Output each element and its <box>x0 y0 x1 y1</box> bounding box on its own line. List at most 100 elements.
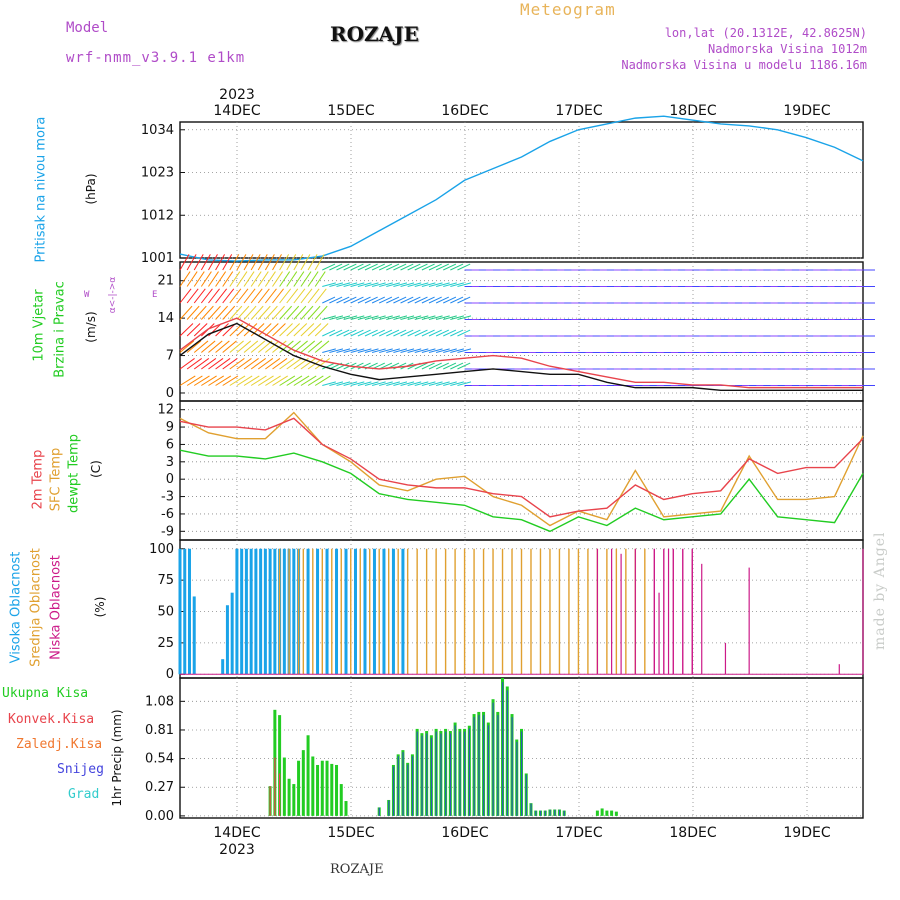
wind-barb <box>229 271 241 287</box>
wind-barb <box>257 375 274 386</box>
wind-barb <box>179 254 190 271</box>
wind-barb <box>193 288 206 304</box>
wind-barb <box>435 296 450 304</box>
wind-barb <box>193 271 205 287</box>
wind-barb <box>300 288 313 304</box>
wind-barb <box>193 305 207 320</box>
precip-bar-snow <box>487 725 489 816</box>
wind-barb <box>393 282 408 287</box>
wind-barb <box>222 288 235 304</box>
wind-barb <box>457 282 472 287</box>
bottom-day-label: 16DEC <box>441 825 488 841</box>
wind-barb <box>222 375 239 386</box>
wind-barb <box>386 282 400 287</box>
precip-tick-label: 0.81 <box>145 723 174 738</box>
wind-barb <box>186 288 199 304</box>
wind-barb <box>450 329 464 337</box>
precip-tick-label: 0.54 <box>145 752 174 767</box>
wind-barb <box>264 254 275 271</box>
wind-speed-line <box>179 322 863 392</box>
wind-barb <box>236 323 251 337</box>
wind-barb <box>300 375 317 386</box>
model-altitude-label: Nadmorska Visina u modelu 1186.16m <box>621 58 867 72</box>
precip-bar-grad <box>614 811 618 816</box>
wind-barb <box>272 254 282 271</box>
wind-barb <box>307 340 323 353</box>
precip-bar-snow <box>497 715 499 816</box>
precip-total-label: Ukupna Kisa <box>2 686 89 701</box>
wind-barb <box>435 362 450 370</box>
wind-barb <box>322 315 336 320</box>
wind-barb <box>336 329 350 337</box>
wind-barb <box>443 263 457 271</box>
precip-bar-snow <box>558 809 561 816</box>
wind-barb <box>421 315 436 320</box>
wind-barb <box>450 348 465 353</box>
wind-barb <box>250 288 263 304</box>
wind-barb <box>386 263 400 271</box>
precip-bar-snow <box>473 717 475 816</box>
wind-barb <box>179 288 192 304</box>
bottom-day-label: 19DEC <box>783 825 830 841</box>
wind-barb <box>364 381 379 386</box>
wind-barb <box>186 271 198 287</box>
precip-bar-total <box>335 764 339 816</box>
cloud-bar-high <box>183 548 187 675</box>
wind-barb <box>379 348 393 353</box>
precip-bar-snow <box>511 717 513 816</box>
precip-bar-snow <box>440 733 442 816</box>
cloud-bar-high <box>382 548 386 675</box>
wind-barb <box>450 315 465 320</box>
precip-bar-total <box>316 764 320 816</box>
wind-barb <box>286 358 302 370</box>
top-day-label: 16DEC <box>441 103 488 119</box>
page-title: ROZAJE <box>330 22 419 46</box>
wind-barb <box>300 271 312 287</box>
cloud-bar-high <box>372 548 376 675</box>
precip-bar-snow <box>454 725 456 816</box>
precip-bar-total <box>287 778 291 816</box>
wind-barb <box>336 381 351 386</box>
cloud-bar-high <box>273 548 277 675</box>
wind-barb <box>314 254 325 271</box>
wind-tick-label: 0 <box>166 386 174 401</box>
wind-barb <box>329 381 344 386</box>
wind-barb <box>393 263 407 271</box>
wind-barb <box>414 362 428 370</box>
wind-barb <box>364 263 378 271</box>
wind-barb <box>428 296 442 304</box>
wind-barb <box>250 271 262 287</box>
wind-barb <box>215 305 228 320</box>
wind-barb <box>428 381 443 386</box>
wind-tick-label: 21 <box>157 274 174 289</box>
wind-barb <box>272 323 286 337</box>
wind-barb <box>200 254 211 271</box>
wind-barb <box>386 296 400 304</box>
wind-barb <box>250 375 267 386</box>
precip-bar-snow <box>506 690 508 816</box>
wind-barb <box>336 315 351 320</box>
wind-barb <box>250 305 264 320</box>
bottom-day-label: 18DEC <box>669 825 716 841</box>
precip-bar-grad <box>600 808 604 816</box>
wind-barb <box>357 381 372 386</box>
top-day-label: 17DEC <box>555 103 602 119</box>
cloud-bar-high <box>244 548 248 675</box>
wind-barb <box>343 315 358 320</box>
wind-barb <box>215 288 228 304</box>
wind-barb <box>236 375 253 386</box>
temp-tick-label: -9 <box>161 524 174 539</box>
wind-barb <box>421 348 436 353</box>
precip-conv-label: Konvek.Kisa <box>8 712 95 727</box>
wind-gust-line <box>179 317 863 389</box>
wind-barb <box>200 271 212 287</box>
cloud-bar-high <box>344 548 348 675</box>
wind-barb <box>428 282 443 287</box>
temp-tick-label: 0 <box>166 472 174 487</box>
wind-barb <box>279 358 295 370</box>
top-day-label: 19DEC <box>783 103 830 119</box>
wind-barb <box>350 381 365 386</box>
wind-barb <box>421 282 436 287</box>
wind-barb <box>364 315 379 320</box>
wind-barb <box>350 362 364 370</box>
